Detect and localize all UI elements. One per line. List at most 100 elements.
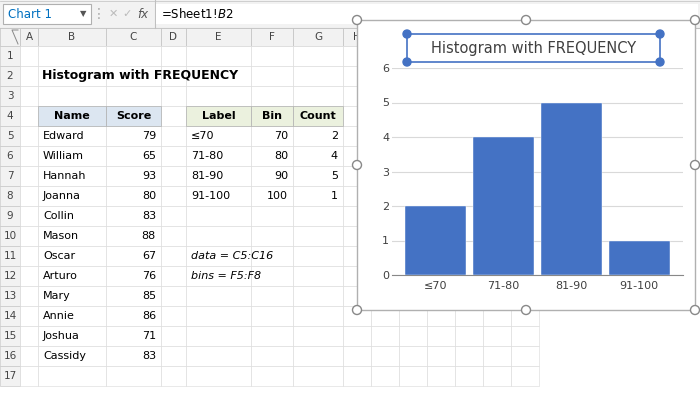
Bar <box>186 126 251 146</box>
Text: Label: Label <box>202 111 235 121</box>
Bar <box>483 86 511 106</box>
Bar <box>251 106 293 126</box>
Bar <box>399 186 427 206</box>
Bar <box>293 326 343 346</box>
Bar <box>343 66 371 86</box>
Bar <box>511 346 539 366</box>
Bar <box>106 286 161 306</box>
Text: Bin: Bin <box>262 111 282 121</box>
Bar <box>427 126 455 146</box>
Text: 3: 3 <box>7 91 13 101</box>
Bar <box>399 146 427 166</box>
Text: 71: 71 <box>142 331 156 341</box>
Bar <box>20 226 38 246</box>
Bar <box>405 206 466 275</box>
Bar <box>106 146 161 166</box>
Text: N: N <box>521 32 529 42</box>
Bar <box>106 46 161 66</box>
Bar <box>455 286 483 306</box>
Bar <box>251 186 293 206</box>
Bar <box>371 106 399 126</box>
Bar <box>399 106 427 126</box>
Bar <box>511 206 539 226</box>
Text: I: I <box>384 32 386 42</box>
Bar <box>161 266 186 286</box>
Bar <box>455 266 483 286</box>
Bar <box>0 66 20 86</box>
Text: William: William <box>43 151 84 161</box>
Bar <box>399 126 427 146</box>
Bar <box>293 166 343 186</box>
Bar <box>399 206 427 226</box>
Bar <box>483 106 511 126</box>
Text: 16: 16 <box>4 351 17 361</box>
Bar <box>38 86 106 106</box>
Bar <box>20 126 38 146</box>
Bar <box>399 326 427 346</box>
Text: ▼: ▼ <box>80 10 86 18</box>
Bar <box>20 146 38 166</box>
Bar <box>106 226 161 246</box>
Bar <box>251 226 293 246</box>
Bar <box>186 106 251 126</box>
Bar <box>483 226 511 246</box>
Bar <box>251 106 293 126</box>
Bar <box>38 186 106 206</box>
Bar <box>0 146 20 166</box>
Circle shape <box>403 58 411 66</box>
Bar <box>293 286 343 306</box>
Text: Collin: Collin <box>43 211 74 221</box>
Text: Hannah: Hannah <box>43 171 87 181</box>
Bar <box>106 66 161 86</box>
Bar <box>455 186 483 206</box>
Bar <box>293 366 343 386</box>
Bar <box>371 246 399 266</box>
Bar <box>399 366 427 386</box>
Bar <box>483 326 511 346</box>
Bar <box>483 206 511 226</box>
Bar <box>371 206 399 226</box>
Bar <box>371 286 399 306</box>
Bar <box>511 46 539 66</box>
Bar <box>427 28 455 46</box>
Bar <box>427 146 455 166</box>
Text: 10: 10 <box>4 231 17 241</box>
Bar <box>371 326 399 346</box>
Text: Chart 1: Chart 1 <box>8 8 52 20</box>
Bar <box>0 86 20 106</box>
Bar <box>161 126 186 146</box>
Text: Name: Name <box>54 111 90 121</box>
Bar <box>293 186 343 206</box>
Bar <box>427 246 455 266</box>
Bar <box>251 346 293 366</box>
Bar <box>427 86 455 106</box>
Bar <box>399 346 427 366</box>
Text: 70: 70 <box>274 131 288 141</box>
Bar <box>0 206 20 226</box>
Bar <box>399 286 427 306</box>
Text: Mary: Mary <box>43 291 71 301</box>
Bar <box>343 206 371 226</box>
Bar <box>343 226 371 246</box>
Bar <box>399 226 427 246</box>
Bar <box>455 206 483 226</box>
Bar <box>161 326 186 346</box>
Bar <box>0 366 20 386</box>
Bar <box>427 166 455 186</box>
Text: 7: 7 <box>7 171 13 181</box>
Text: 83: 83 <box>142 351 156 361</box>
Bar <box>251 306 293 326</box>
Bar <box>483 166 511 186</box>
Bar <box>483 146 511 166</box>
Bar <box>343 166 371 186</box>
Text: data = C5:C16: data = C5:C16 <box>191 251 273 261</box>
Bar <box>106 106 161 126</box>
Bar <box>371 166 399 186</box>
Bar <box>38 126 106 146</box>
Bar <box>106 326 161 346</box>
Bar <box>0 28 20 46</box>
Circle shape <box>522 306 531 314</box>
Bar <box>427 326 455 346</box>
Bar <box>38 326 106 346</box>
Bar <box>455 46 483 66</box>
